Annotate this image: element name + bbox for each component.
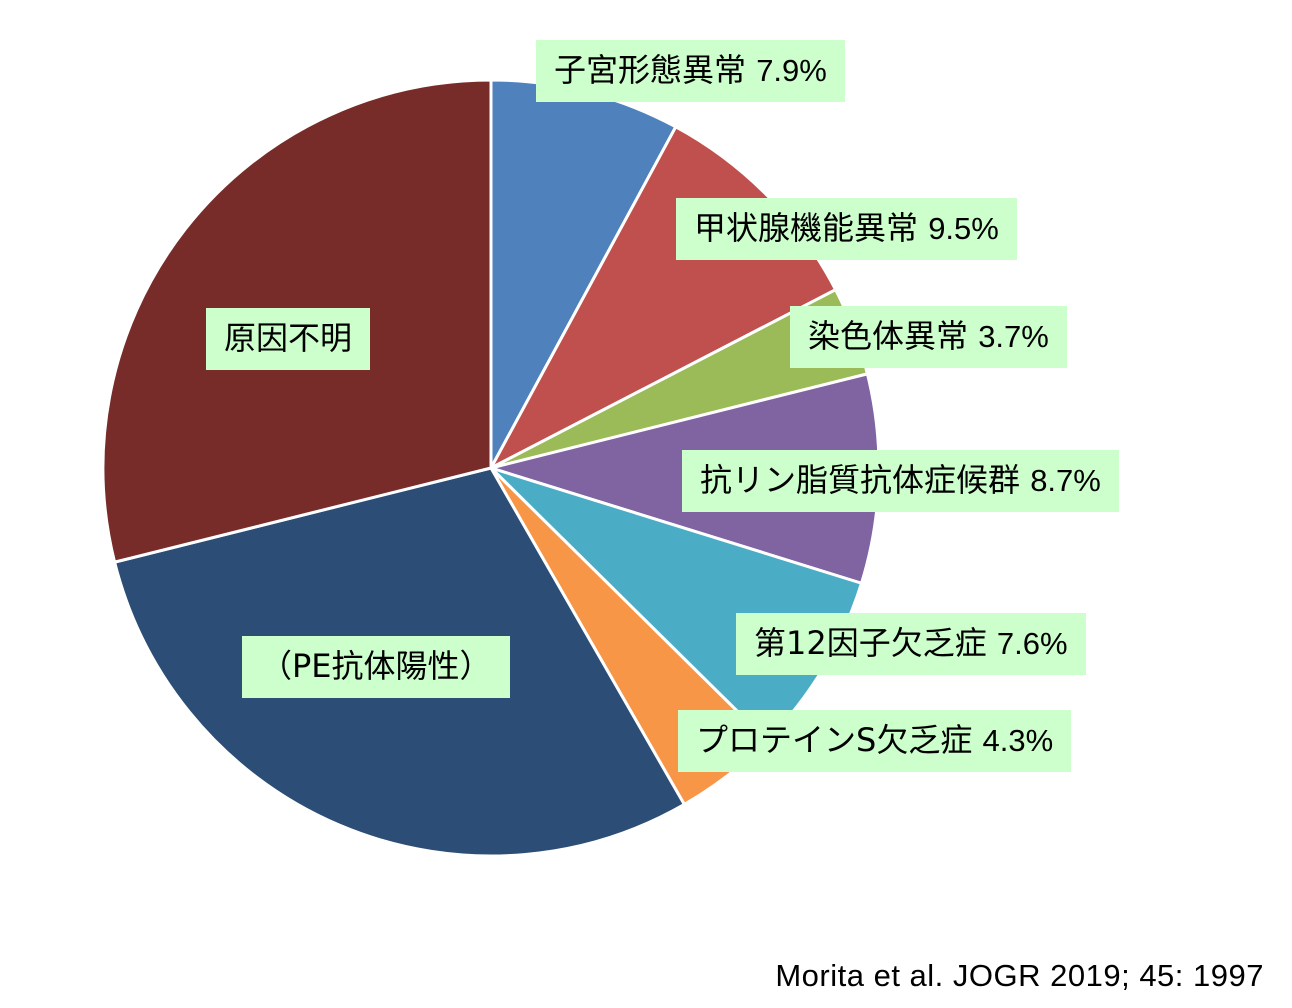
slice-value-label: 9.5%: [928, 211, 999, 246]
slice-label-text: 原因不明: [224, 319, 353, 357]
slice-label-antiphospholipid-syndrome: 抗リン脂質抗体症候群 8.7%: [682, 450, 1119, 512]
slice-label-unknown-cause: 原因不明: [206, 308, 371, 370]
slice-value-label: 7.6%: [996, 626, 1068, 661]
slice-label-text: プロテインS欠乏症: [696, 721, 973, 759]
slice-value-label: 3.7%: [978, 319, 1049, 354]
slice-label-factor-xii-deficiency: 第12因子欠乏症 7.6%: [736, 613, 1086, 675]
slice-label-chromosome-anomaly: 染色体異常 3.7%: [790, 306, 1067, 368]
slice-label-text: 甲状腺機能異常: [694, 209, 919, 247]
source-citation: Morita et al. JOGR 2019; 45: 1997: [775, 958, 1264, 993]
slice-label-text: 子宮形態異常: [554, 51, 747, 89]
slice-label-thyroid-dysfunction: 甲状腺機能異常 9.5%: [676, 198, 1017, 260]
slice-label-text: 染色体異常: [808, 317, 969, 355]
slice-label-uterine-anomaly: 子宮形態異常 7.9%: [536, 40, 845, 102]
slice-value-label: 8.7%: [1030, 463, 1101, 498]
slice-label-text: 第12因子欠乏症: [754, 624, 987, 662]
slice-label-text: （PE抗体陽性）: [260, 647, 492, 685]
slice-label-protein-s-deficiency: プロテインS欠乏症 4.3%: [678, 710, 1072, 772]
slice-label-pe-antibody-positive: （PE抗体陽性）: [242, 636, 510, 698]
slice-value-label: 4.3%: [982, 723, 1054, 758]
slice-label-text: 抗リン脂質抗体症候群: [700, 461, 1021, 499]
slice-value-label: 7.9%: [756, 53, 827, 88]
